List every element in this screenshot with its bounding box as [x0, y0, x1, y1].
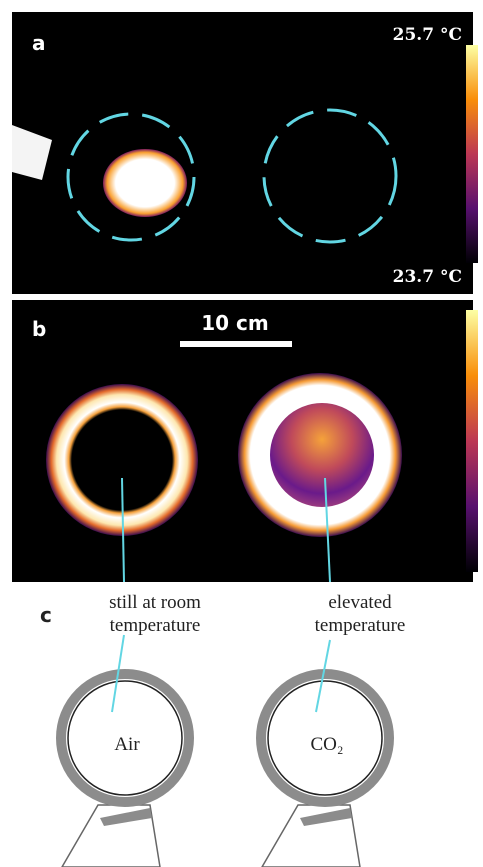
annotation: temperature — [315, 615, 406, 636]
scale-bar-label: 10 cm — [201, 311, 269, 335]
annotation: temperature — [110, 615, 201, 636]
gas-label: Air — [114, 734, 140, 755]
page: {"panel_a": {"label": "a", "scale_max": … — [0, 0, 483, 867]
co2-core — [270, 403, 374, 507]
gas-label: CO₂ — [310, 734, 343, 755]
colorbar — [466, 310, 478, 572]
panel-label: b — [32, 317, 46, 341]
panel-label: a — [32, 31, 46, 55]
figure: a 25.7 °C 23.7 °C b 10 cm c still at roo… — [0, 0, 483, 867]
min-temperature: 23.7 °C — [393, 267, 462, 287]
annotation: elevated — [328, 592, 392, 613]
hot-spot — [103, 149, 187, 217]
colorbar — [466, 45, 478, 263]
annotation: still at room — [109, 592, 201, 613]
max-temperature: 25.7 °C — [393, 25, 462, 45]
panel-a-image — [12, 12, 473, 294]
panel-label: c — [40, 603, 52, 627]
scale-bar — [180, 341, 292, 347]
